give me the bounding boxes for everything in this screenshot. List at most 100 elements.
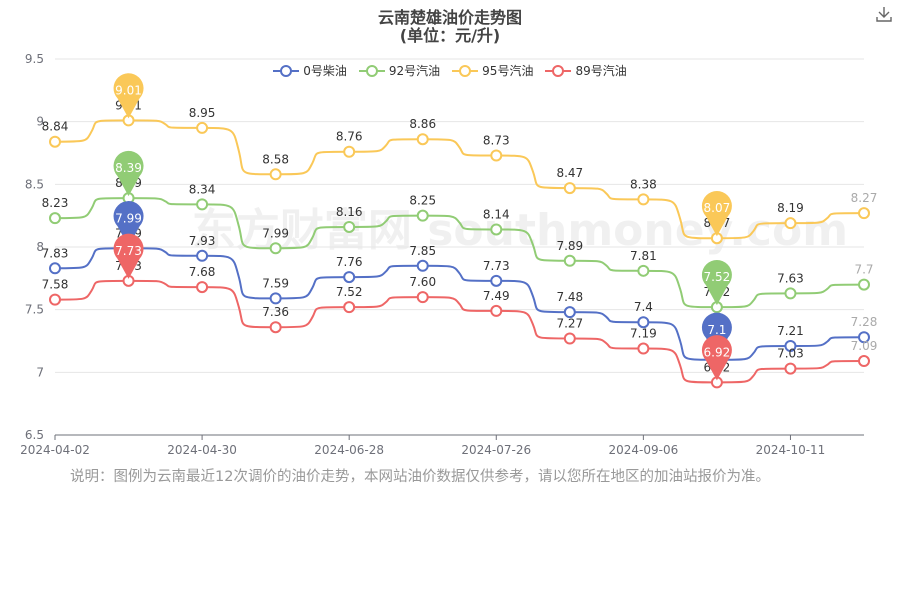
legend-marker-icon [273,64,300,77]
data-label: 7.28 [851,315,878,329]
data-label: 8.23 [42,196,69,210]
mark-pin [701,335,732,381]
legend-marker-icon [358,64,385,77]
data-point [343,145,356,158]
data-point [637,264,650,277]
data-label: 8.34 [189,182,216,196]
data-point [269,292,282,305]
series-line [54,279,865,384]
data-label: 7.36 [262,305,289,319]
data-label: 8.27 [851,191,878,205]
mark-pin [701,191,732,237]
data-point [49,262,61,275]
chart-note: 说明：图例为云南最近12次调价的油价走势，本网站油价数据仅供参考，请以您所在地区… [70,469,770,485]
chart-title: 云南楚雄油价走势图 [377,8,522,27]
data-point [122,114,135,127]
mark-pin [113,233,144,279]
y-tick-label: 8.5 [25,177,44,191]
data-label: 7.21 [777,324,804,338]
mark-pin-label: 9.01 [115,83,142,97]
mark-pin [113,150,144,197]
x-tick-label: 2024-07-26 [461,443,531,457]
data-label: 8.86 [409,117,436,131]
data-point [710,232,723,245]
data-label: 7.48 [556,290,583,304]
series-line [54,197,865,309]
data-label: 6.92 [704,360,731,374]
data-label: 7.73 [115,259,142,273]
mark-pin [701,312,732,358]
data-label: 7.76 [336,255,363,269]
data-point [858,331,870,344]
legend-label: 92号汽油 [388,64,441,78]
data-point [563,332,576,345]
mark-pin [113,201,144,247]
series-line [54,247,865,361]
data-label: 7.52 [336,285,363,299]
data-point [784,287,797,300]
data-point [563,182,576,195]
data-label: 7.4 [634,300,653,314]
data-point [710,376,723,389]
mark-pin-label: 7.73 [115,244,142,258]
data-label: 8.38 [630,177,657,191]
data-point [343,271,356,284]
series-line [54,119,865,240]
y-tick-label: 8 [36,240,44,254]
mark-pin-label: 7.52 [704,270,731,284]
mark-pin-label: 8.07 [704,201,731,215]
data-point [343,301,356,314]
data-label: 7.58 [42,278,69,292]
x-tick-label: 2024-06-28 [314,443,384,457]
x-tick-label: 2024-04-02 [20,443,90,457]
download-icon[interactable] [874,4,894,24]
data-label: 7.68 [189,265,216,279]
data-point [269,321,282,334]
data-label: 7.83 [42,246,69,260]
data-point [196,198,209,211]
chart-legend: 0号柴油 92号汽油 95号汽油 89号汽油 [0,62,900,81]
data-label: 8.84 [42,120,69,134]
y-tick-label: 7 [36,365,44,379]
y-tick-label: 6.5 [25,428,44,442]
data-label: 7.60 [409,275,436,289]
data-point [490,274,503,287]
data-point [343,220,356,233]
legend-label: 95号汽油 [482,64,534,78]
data-point [858,207,870,220]
data-point [637,342,650,355]
data-point [858,355,870,368]
data-label: 7.1 [707,338,726,352]
data-label: 7.99 [115,226,142,240]
legend-item[interactable]: 95号汽油 [452,62,533,79]
data-label: 7.59 [262,276,289,290]
data-label: 7.81 [630,249,657,263]
data-point [122,274,135,287]
data-point [563,254,576,267]
data-label: 8.73 [483,134,510,148]
legend-item[interactable]: 89号汽油 [545,62,627,79]
mark-pin-label: 6.92 [704,345,731,359]
data-label: 8.25 [409,194,436,208]
y-tick-label: 9 [36,115,44,129]
data-label: 7.93 [189,234,216,248]
data-label: 7.49 [483,289,510,303]
data-label: 7.99 [262,226,289,240]
data-point [416,291,429,304]
mark-pin [701,259,732,306]
legend-label: 0号柴油 [303,64,347,78]
data-point [196,281,209,294]
data-point [710,353,723,366]
legend-item[interactable]: 92号汽油 [358,62,441,79]
data-label: 7.89 [556,239,583,253]
data-label: 7.85 [409,244,436,258]
data-label: 8.58 [262,152,289,166]
data-label: 8.76 [336,130,363,144]
data-point [122,192,135,205]
data-label: 7.27 [556,316,583,330]
y-tick-label: 7.5 [25,303,44,317]
data-label: 7.7 [854,263,873,277]
data-point [416,133,429,146]
legend-item[interactable]: 0号柴油 [273,62,347,79]
